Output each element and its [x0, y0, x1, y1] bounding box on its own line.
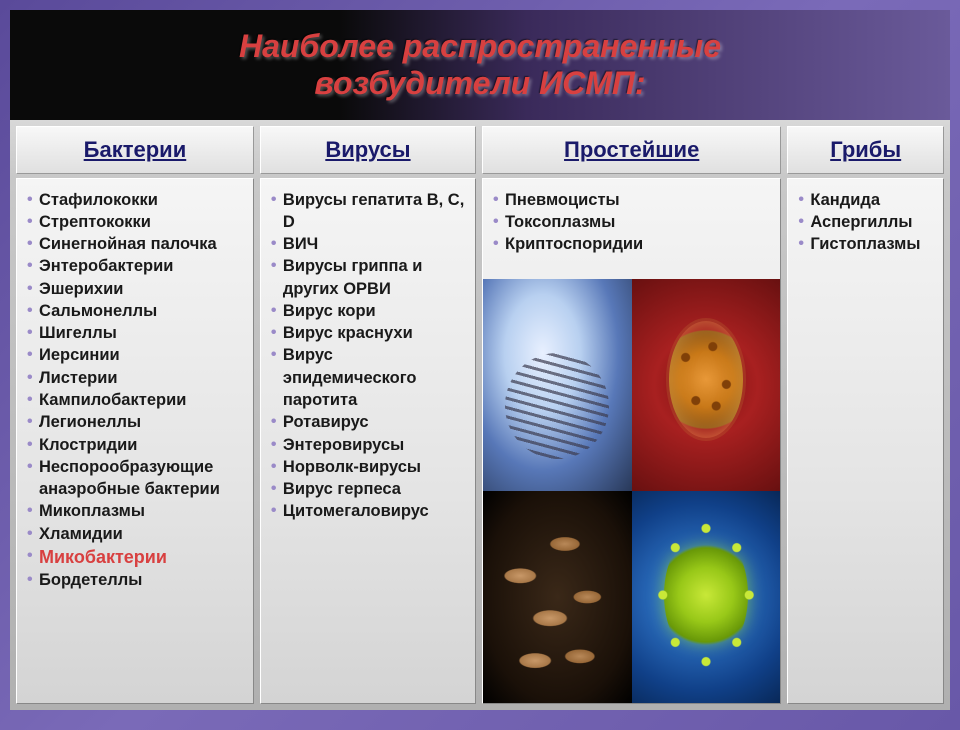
list-item: Шигеллы [25, 322, 245, 344]
list-item: Клостридии [25, 434, 245, 456]
list-item: Легионеллы [25, 411, 245, 433]
content-row: СтафилококкиСтрептококкиСинегнойная пало… [10, 178, 950, 710]
list-item: Микобактерии [25, 545, 245, 569]
microbe-image-grid [483, 279, 780, 703]
list-item: Стафилококки [25, 189, 245, 211]
list-item: Неспорообразующие анаэробные бактерии [25, 456, 245, 501]
list-item: Кандида [796, 189, 935, 211]
list-item: Листерии [25, 367, 245, 389]
list-protozoa: ПневмоцистыТоксоплазмыКриптоспоридии [491, 189, 772, 256]
list-item: Синегнойная палочка [25, 233, 245, 255]
list-item: Вирус эпидемического паротита [269, 344, 467, 411]
list-item: Сальмонеллы [25, 300, 245, 322]
list-fungi: КандидаАспергиллыГистоплазмы [796, 189, 935, 256]
list-item: ВИЧ [269, 233, 467, 255]
header-protozoa: Простейшие [482, 126, 781, 174]
list-item: Энтеровирусы [269, 434, 467, 456]
list-item: Стрептококки [25, 211, 245, 233]
list-bacteria: СтафилококкиСтрептококкиСинегнойная пало… [25, 189, 245, 592]
list-item: Криптоспоридии [491, 233, 772, 255]
list-item: Цитомегаловирус [269, 500, 467, 522]
list-viruses: Вирусы гепатита B, C, DВИЧВирусы гриппа … [269, 189, 467, 523]
list-item: Кампилобактерии [25, 389, 245, 411]
image-petri-dish [483, 279, 632, 491]
list-item: Вирус герпеса [269, 478, 467, 500]
slide-title: Наиболее распространенные возбудители ИС… [30, 28, 930, 102]
column-headers-row: Бактерии Вирусы Простейшие Грибы [10, 120, 950, 178]
list-item: Вирусы гриппа и других ОРВИ [269, 255, 467, 300]
list-item: Аспергиллы [796, 211, 935, 233]
column-fungi: КандидаАспергиллыГистоплазмы [787, 178, 944, 704]
list-item: Эшерихии [25, 278, 245, 300]
image-orange-virus [632, 279, 781, 491]
image-brown-bacteria [483, 491, 632, 703]
title-line-2: возбудители ИСМП: [314, 65, 645, 101]
list-item: Иерсинии [25, 344, 245, 366]
title-line-1: Наиболее распространенные [239, 28, 721, 64]
list-item: Микоплазмы [25, 500, 245, 522]
column-bacteria: СтафилококкиСтрептококкиСинегнойная пало… [16, 178, 254, 704]
list-item: Вирусы гепатита B, C, D [269, 189, 467, 234]
list-item: Вирус кори [269, 300, 467, 322]
column-viruses: Вирусы гепатита B, C, DВИЧВирусы гриппа … [260, 178, 476, 704]
column-protozoa: ПневмоцистыТоксоплазмыКриптоспоридии [482, 178, 781, 704]
header-viruses: Вирусы [260, 126, 476, 174]
image-green-virus [632, 491, 781, 703]
header-fungi: Грибы [787, 126, 944, 174]
list-item: Хламидии [25, 523, 245, 545]
list-item: Ротавирус [269, 411, 467, 433]
title-bar: Наиболее распространенные возбудители ИС… [10, 10, 950, 120]
list-item: Токсоплазмы [491, 211, 772, 233]
list-item: Гистоплазмы [796, 233, 935, 255]
slide-container: Наиболее распространенные возбудители ИС… [10, 10, 950, 710]
list-item: Пневмоцисты [491, 189, 772, 211]
header-bacteria: Бактерии [16, 126, 254, 174]
list-item: Бордетеллы [25, 569, 245, 591]
list-item: Норволк-вирусы [269, 456, 467, 478]
list-item: Вирус краснухи [269, 322, 467, 344]
list-item: Энтеробактерии [25, 255, 245, 277]
